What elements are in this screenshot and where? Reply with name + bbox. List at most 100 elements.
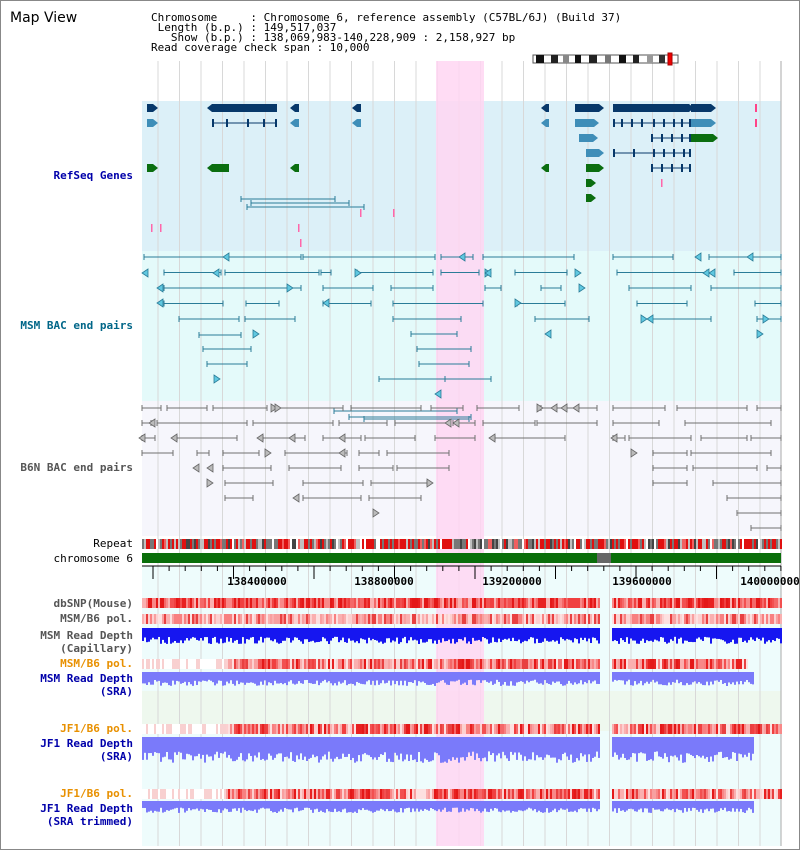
polymorphism-cell [378,598,380,608]
depth-bar [696,737,698,756]
polymorphism-cell [372,659,374,669]
depth-bar [150,801,152,811]
depth-bar [744,628,746,641]
polymorphism-cell [180,789,182,799]
track-label-b6n-bac[interactable]: B6N BAC end pairs [20,461,133,474]
depth-bar [424,737,426,759]
depth-bar [636,672,638,685]
depth-bar [486,801,488,812]
polymorphism-cell [660,724,662,734]
track-label-msm-depth-sra-1[interactable]: MSM Read Depth [40,672,133,685]
depth-bar [274,672,276,681]
depth-bar [428,628,430,640]
polymorphism-cell [734,614,736,624]
repeat-element [720,539,722,549]
track-label-jf1-pol-2[interactable]: JF1/B6 pol. [60,787,133,800]
polymorphism-cell [472,724,474,734]
repeat-element [210,539,212,549]
track-label-dbsnp[interactable]: dbSNP(Mouse) [53,597,133,610]
polymorphism-cell [208,614,210,624]
depth-bar [570,628,572,641]
polymorphism-cell [684,659,686,669]
polymorphism-cell [738,598,740,608]
track-label-jf1-pol-1[interactable]: JF1/B6 pol. [60,722,133,735]
depth-bar [574,672,576,683]
depth-bar [640,737,642,753]
depth-bar [176,737,178,755]
polymorphism-cell [196,724,198,734]
repeat-element [488,539,490,549]
polymorphism-cell [542,659,544,669]
track-label-msm-depth-capillary-1[interactable]: MSM Read Depth [40,629,133,642]
depth-bar [386,801,388,810]
polymorphism-cell [626,789,628,799]
polymorphism-cell [740,789,742,799]
polymorphism-cell [474,614,476,624]
polymorphism-cell [630,659,632,669]
depth-bar [582,801,584,809]
gene-exon [586,194,591,202]
polymorphism-cell [216,598,218,608]
polymorphism-cell [434,614,436,624]
repeat-element [280,539,282,549]
polymorphism-cell [458,614,460,624]
polymorphism-cell [614,789,616,799]
repeat-element [230,539,232,549]
polymorphism-cell [518,659,520,669]
polymorphism-cell [220,789,222,799]
depth-bar [678,801,680,810]
track-label-jf1-depth-trim-2[interactable]: (SRA trimmed) [46,815,133,828]
depth-bar [276,737,278,755]
depth-bar [546,801,548,809]
polymorphism-cell [614,659,616,669]
track-label-msm-depth-sra-2[interactable]: (SRA) [99,685,133,698]
polymorphism-cell [744,598,746,608]
track-label-jf1-depth-sra-1[interactable]: JF1 Read Depth [40,737,133,750]
polymorphism-cell [500,598,502,608]
polymorphism-cell [228,789,230,799]
depth-bar [436,737,438,754]
track-label-msm-depth-capillary-2[interactable]: (Capillary) [60,642,133,655]
track-label-msm-b6-pol-1[interactable]: MSM/B6 pol. [60,612,133,625]
depth-bar [684,737,686,763]
depth-bar [420,672,422,683]
polymorphism-cell [312,614,314,624]
depth-bar [642,672,644,686]
depth-bar [740,801,742,809]
polymorphism-cell [772,724,774,734]
polymorphism-cell [338,659,340,669]
depth-bar [662,737,664,759]
track-label-msm-b6-pol-2[interactable]: MSM/B6 pol. [60,657,133,670]
track-label-refseq[interactable]: RefSeq Genes [53,169,133,182]
polymorphism-cell [192,614,194,624]
polymorphism-cell [716,789,718,799]
depth-bar [142,628,144,641]
depth-bar [706,628,708,638]
polymorphism-cell [208,789,210,799]
polymorphism-cell [450,724,452,734]
polymorphism-cell [214,598,216,608]
repeat-element [710,539,712,549]
track-label-msm-bac[interactable]: MSM BAC end pairs [20,319,133,332]
polymorphism-cell [262,598,264,608]
polymorphism-cell [672,614,674,624]
depth-bar [724,628,726,642]
polymorphism-cell [422,614,424,624]
polymorphism-cell [704,789,706,799]
repeat-element [148,539,150,549]
polymorphism-cell [518,598,520,608]
depth-bar [402,801,404,813]
polymorphism-cell [522,724,524,734]
polymorphism-cell [434,789,436,799]
depth-bar [346,628,348,643]
repeat-element [552,539,554,549]
polymorphism-cell [370,724,372,734]
track-label-jf1-depth-sra-2[interactable]: (SRA) [99,750,133,763]
depth-bar [332,628,334,639]
depth-bar [734,801,736,812]
track-label-jf1-depth-trim-1[interactable]: JF1 Read Depth [40,802,133,815]
gene-exon [663,149,665,157]
polymorphism-cell [322,659,324,669]
polymorphism-cell [238,789,240,799]
